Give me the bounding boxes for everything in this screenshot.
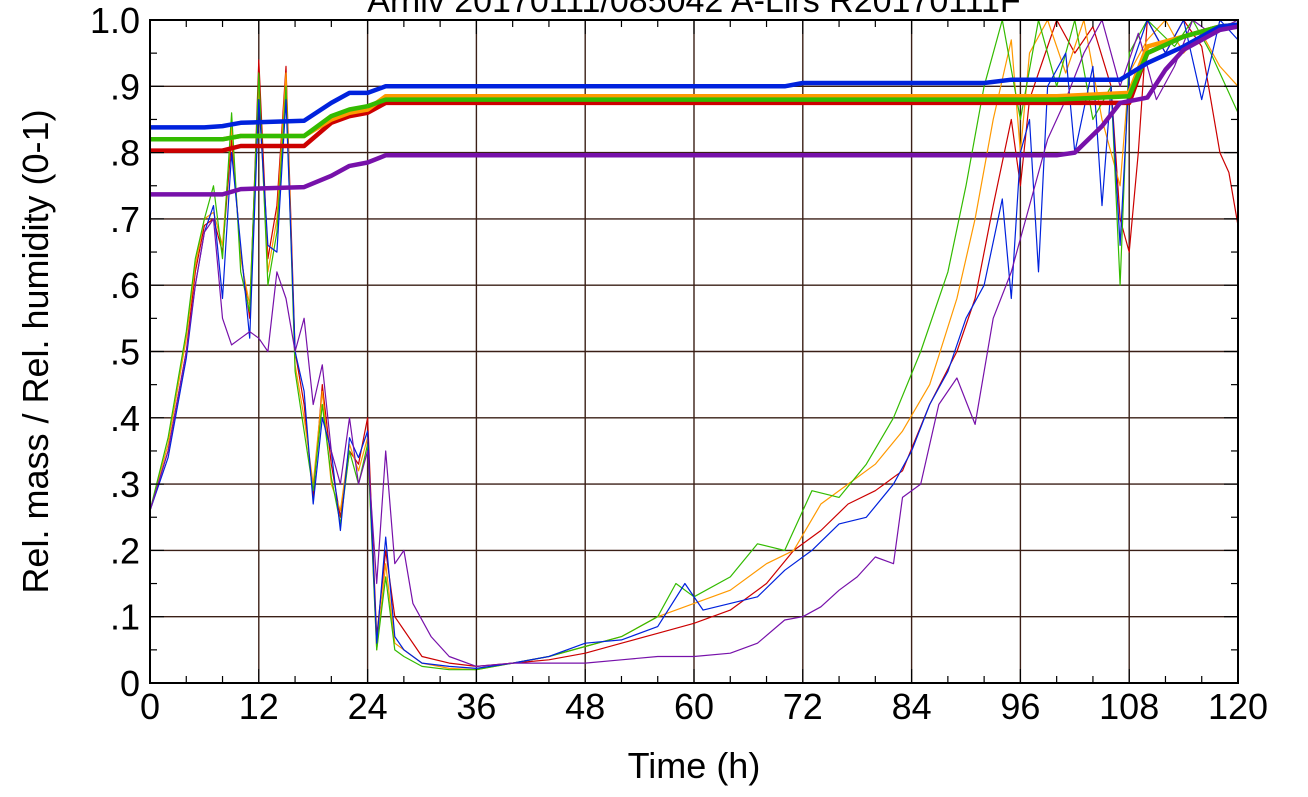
humidity-series-line	[150, 20, 1238, 668]
x-tick-label: 0	[140, 686, 160, 727]
x-axis-label: Time (h)	[628, 745, 761, 786]
y-tick-label: .7	[110, 199, 140, 240]
mass-series-line	[150, 22, 1238, 130]
x-tick-label: 36	[456, 686, 496, 727]
y-tick-label: .6	[110, 265, 140, 306]
x-tick-label: 108	[1099, 686, 1159, 727]
y-tick-label: 1.0	[90, 0, 140, 41]
mass-series-line	[150, 22, 1238, 142]
mass-series-line	[150, 24, 1238, 197]
y-axis-label: Rel. mass / Rel. humidity (0-1)	[15, 109, 56, 593]
y-tick-label: .9	[110, 66, 140, 107]
x-tick-label: 84	[892, 686, 932, 727]
x-tick-label: 120	[1208, 686, 1268, 727]
y-tick-label: .2	[110, 530, 140, 571]
grid	[150, 20, 1238, 683]
y-tick-label: 0	[120, 663, 140, 704]
y-tick-label: .3	[110, 464, 140, 505]
x-tick-label: 48	[565, 686, 605, 727]
ticks: 0 12 24 36 48 60 72 84 96 108 120 0 .1 .2 .3 .4 .5 .6 .7 .8…	[90, 0, 1268, 727]
y-tick-label: .1	[110, 597, 140, 638]
x-tick-label: 96	[1000, 686, 1040, 727]
x-tick-label: 12	[239, 686, 279, 727]
series-layer	[150, 20, 1238, 671]
chart-title: Arhiv 20170111/085042 A-Lirs R20170111F	[367, 0, 1020, 20]
humidity-series-line	[150, 20, 1238, 670]
y-tick-label: .8	[110, 133, 140, 174]
series-group	[150, 20, 1238, 671]
x-tick-label: 60	[674, 686, 714, 727]
x-tick-label: 72	[783, 686, 823, 727]
x-tick-label: 24	[348, 686, 388, 727]
y-tick-label: .4	[110, 398, 140, 439]
y-tick-label: .5	[110, 332, 140, 373]
